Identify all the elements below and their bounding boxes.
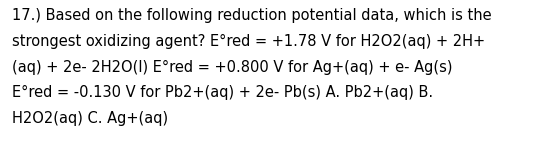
Text: 17.) Based on the following reduction potential data, which is the: 17.) Based on the following reduction po…	[12, 8, 492, 23]
Text: H2O2(aq) C. Ag+(aq): H2O2(aq) C. Ag+(aq)	[12, 111, 168, 126]
Text: (aq) + 2e- 2H2O(l) E°red = +0.800 V for Ag+(aq) + e- Ag(s): (aq) + 2e- 2H2O(l) E°red = +0.800 V for …	[12, 60, 453, 75]
Text: strongest oxidizing agent? E°red = +1.78 V for H2O2(aq) + 2H+: strongest oxidizing agent? E°red = +1.78…	[12, 34, 485, 49]
Text: E°red = -0.130 V for Pb2+(aq) + 2e- Pb(s) A. Pb2+(aq) B.: E°red = -0.130 V for Pb2+(aq) + 2e- Pb(s…	[12, 85, 433, 100]
